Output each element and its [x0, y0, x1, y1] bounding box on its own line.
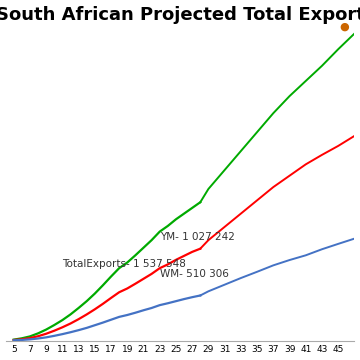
- Text: YM- 1 027 242: YM- 1 027 242: [160, 232, 235, 242]
- Text: TotalExports- 1 537 548: TotalExports- 1 537 548: [62, 259, 186, 269]
- Text: WM- 510 306: WM- 510 306: [160, 269, 229, 279]
- Title: South African Projected Total Export: South African Projected Total Export: [0, 5, 360, 23]
- Text: ●: ●: [339, 22, 349, 32]
